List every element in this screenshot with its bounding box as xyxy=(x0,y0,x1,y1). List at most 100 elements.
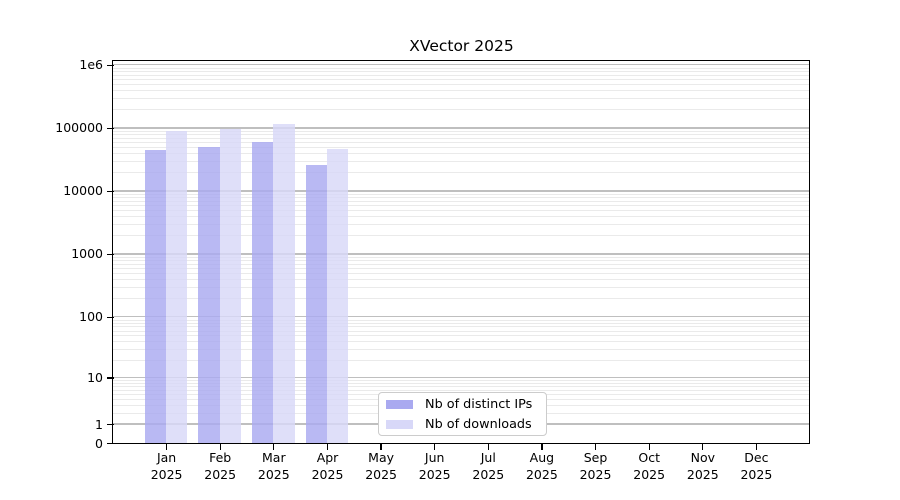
gridline-minor xyxy=(113,137,809,139)
y-tick-label: 100 xyxy=(79,309,103,325)
x-tick-mark xyxy=(594,444,597,450)
y-tick-label: 100000 xyxy=(55,120,103,136)
x-tick-label: Mar 2025 xyxy=(257,450,290,482)
x-tick-mark xyxy=(434,444,436,450)
gridline-minor xyxy=(113,83,809,85)
gridline-minor xyxy=(113,272,809,274)
x-tick-mark xyxy=(648,444,650,450)
bar-downloads xyxy=(219,129,241,443)
x-tick-label: Aug 2025 xyxy=(525,450,558,482)
y-tick-label: 10 xyxy=(87,369,103,385)
x-tick-mark xyxy=(165,444,168,450)
gridline-minor xyxy=(113,319,809,321)
gridline-minor xyxy=(113,134,809,135)
gridline-minor xyxy=(113,197,809,198)
x-tick-mark xyxy=(755,444,758,450)
x-tick-label: Jun 2025 xyxy=(418,450,451,482)
x-tick-label: Jan 2025 xyxy=(150,450,183,482)
y-tick-mark xyxy=(107,442,114,445)
gridline-minor xyxy=(113,263,809,265)
gridline-minor xyxy=(113,341,809,343)
gridline-minor xyxy=(113,141,809,143)
y-tick-label: 1 xyxy=(95,416,103,432)
x-tick-mark xyxy=(487,444,489,450)
gridline-major xyxy=(113,64,809,66)
gridline-minor xyxy=(113,204,809,206)
x-tick-label: Apr 2025 xyxy=(311,450,344,482)
gridline-minor xyxy=(113,223,809,225)
y-tick-mark xyxy=(107,64,114,66)
y-tick-mark xyxy=(107,423,114,426)
x-tick-mark xyxy=(380,444,382,450)
bar-distinct-ips xyxy=(198,146,220,443)
gridline-minor xyxy=(113,260,809,261)
gridline-minor xyxy=(113,97,809,99)
y-tick-mark xyxy=(107,377,114,379)
y-tick-mark xyxy=(107,190,114,193)
legend-entry-distinct-ips: Nb of distinct IPs xyxy=(386,396,540,413)
gridline-minor xyxy=(113,78,809,80)
gridline-minor xyxy=(113,349,809,350)
bar-downloads xyxy=(166,131,188,443)
gridline-minor xyxy=(113,382,809,384)
legend-entry-downloads: Nb of downloads xyxy=(386,416,540,433)
x-tick-mark xyxy=(326,444,329,450)
x-tick-label: Feb 2025 xyxy=(204,450,237,482)
y-tick-mark xyxy=(107,316,114,318)
gridline-minor xyxy=(113,386,809,388)
y-tick-label: 10000 xyxy=(63,183,103,199)
y-tick-label: 0 xyxy=(95,435,103,451)
x-tick-label: Jul 2025 xyxy=(472,450,505,482)
gridline-minor xyxy=(113,74,809,76)
chart-title: XVector 2025 xyxy=(409,37,514,55)
gridline-minor xyxy=(113,335,809,337)
x-tick-label: Oct 2025 xyxy=(633,450,666,482)
gridline-minor xyxy=(113,389,809,391)
gridline-minor xyxy=(113,297,809,299)
gridline-minor xyxy=(113,267,809,269)
bar-distinct-ips xyxy=(252,142,274,443)
legend-label-distinct-ips: Nb of distinct IPs xyxy=(425,396,533,412)
gridline-minor xyxy=(113,193,809,195)
y-tick-label: 1e6 xyxy=(79,57,103,73)
gridline-minor xyxy=(113,359,809,361)
legend-swatch-distinct-ips xyxy=(386,399,413,409)
gridline-minor xyxy=(113,70,809,72)
bar-distinct-ips xyxy=(144,149,167,443)
gridline-minor xyxy=(113,171,809,173)
y-tick-mark xyxy=(107,127,114,130)
bar-distinct-ips xyxy=(305,164,327,443)
gridline-minor xyxy=(113,286,809,288)
gridline-major xyxy=(113,190,809,192)
y-tick-mark xyxy=(107,253,114,256)
gridline-minor xyxy=(113,234,809,236)
gridline-major xyxy=(113,127,809,129)
x-tick-mark xyxy=(541,444,543,450)
x-tick-label: Dec 2025 xyxy=(740,450,773,482)
x-tick-label: Sep 2025 xyxy=(579,450,612,482)
gridline-minor xyxy=(113,380,809,381)
gridline-minor xyxy=(113,330,809,332)
gridline-minor xyxy=(113,278,809,280)
legend: Nb of distinct IPs Nb of downloads xyxy=(378,392,547,436)
x-tick-label: May 2025 xyxy=(365,450,397,482)
bar-downloads xyxy=(273,124,295,443)
x-tick-mark xyxy=(219,444,221,450)
gridline-minor xyxy=(113,256,809,258)
gridline-major xyxy=(113,316,809,318)
gridline-minor xyxy=(113,200,809,202)
gridline-minor xyxy=(113,160,809,162)
gridline-minor xyxy=(113,67,809,69)
gridline-minor xyxy=(113,152,809,154)
bar-downloads xyxy=(327,149,349,443)
gridline-minor xyxy=(113,108,809,110)
gridline-minor xyxy=(113,89,809,91)
gridline-minor xyxy=(113,209,809,211)
x-tick-mark xyxy=(273,444,275,450)
gridline-minor xyxy=(113,130,809,132)
legend-swatch-downloads xyxy=(386,419,413,429)
gridline-major xyxy=(113,253,809,255)
gridline-minor xyxy=(113,326,809,328)
legend-label-downloads: Nb of downloads xyxy=(425,416,532,432)
